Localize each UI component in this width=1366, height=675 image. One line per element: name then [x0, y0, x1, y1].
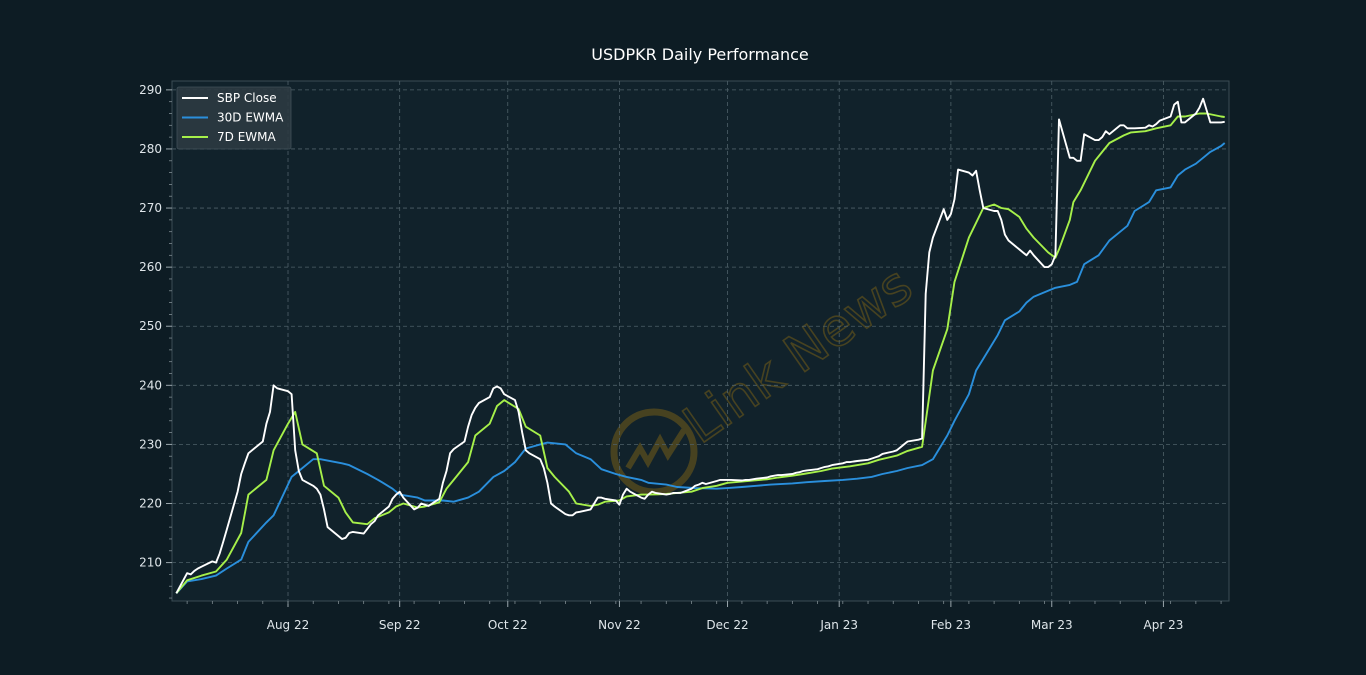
x-tick-label: Aug 22	[267, 618, 310, 632]
y-axis: 210 220 230 240 250 260 270 280 290	[139, 83, 172, 599]
x-tick-label: Jan 23	[819, 618, 858, 632]
x-tick-label: Sep 22	[379, 618, 421, 632]
legend-label: 7D EWMA	[217, 130, 276, 144]
series-line-30d-ewma	[175, 142, 1226, 594]
plot-area	[171, 80, 1230, 602]
y-tick-label: 240	[139, 378, 162, 392]
chart-title: USDPKR Daily Performance	[591, 45, 809, 64]
x-tick-label: Oct 22	[488, 618, 528, 632]
grid-lines	[172, 81, 1229, 601]
series-layer	[175, 97, 1226, 594]
legend-label: 30D EWMA	[217, 111, 284, 125]
x-axis: Aug 22 Sep 22 Oct 22 Nov 22 Dec 22 Jan 23 Feb …	[186, 601, 1222, 632]
series-line-7d-ewma	[175, 112, 1225, 594]
x-tick-label: Mar 23	[1031, 618, 1073, 632]
y-tick-label: 270	[139, 201, 162, 215]
x-tick-label: Feb 23	[931, 618, 971, 632]
x-tick-label: Nov 22	[598, 618, 641, 632]
y-tick-label: 290	[139, 83, 162, 97]
legend: SBP Close 30D EWMA 7D EWMA	[176, 86, 292, 150]
y-tick-label: 210	[139, 556, 162, 570]
y-tick-label: 220	[139, 497, 162, 511]
x-tick-label: Dec 22	[706, 618, 748, 632]
series-line-sbp-close	[175, 97, 1225, 594]
y-tick-label: 260	[139, 260, 162, 274]
legend-box	[176, 86, 292, 150]
legend-label: SBP Close	[217, 91, 277, 105]
y-tick-label: 250	[139, 319, 162, 333]
y-tick-label: 230	[139, 437, 162, 451]
x-tick-label: Apr 23	[1144, 618, 1184, 632]
y-tick-label: 280	[139, 142, 162, 156]
